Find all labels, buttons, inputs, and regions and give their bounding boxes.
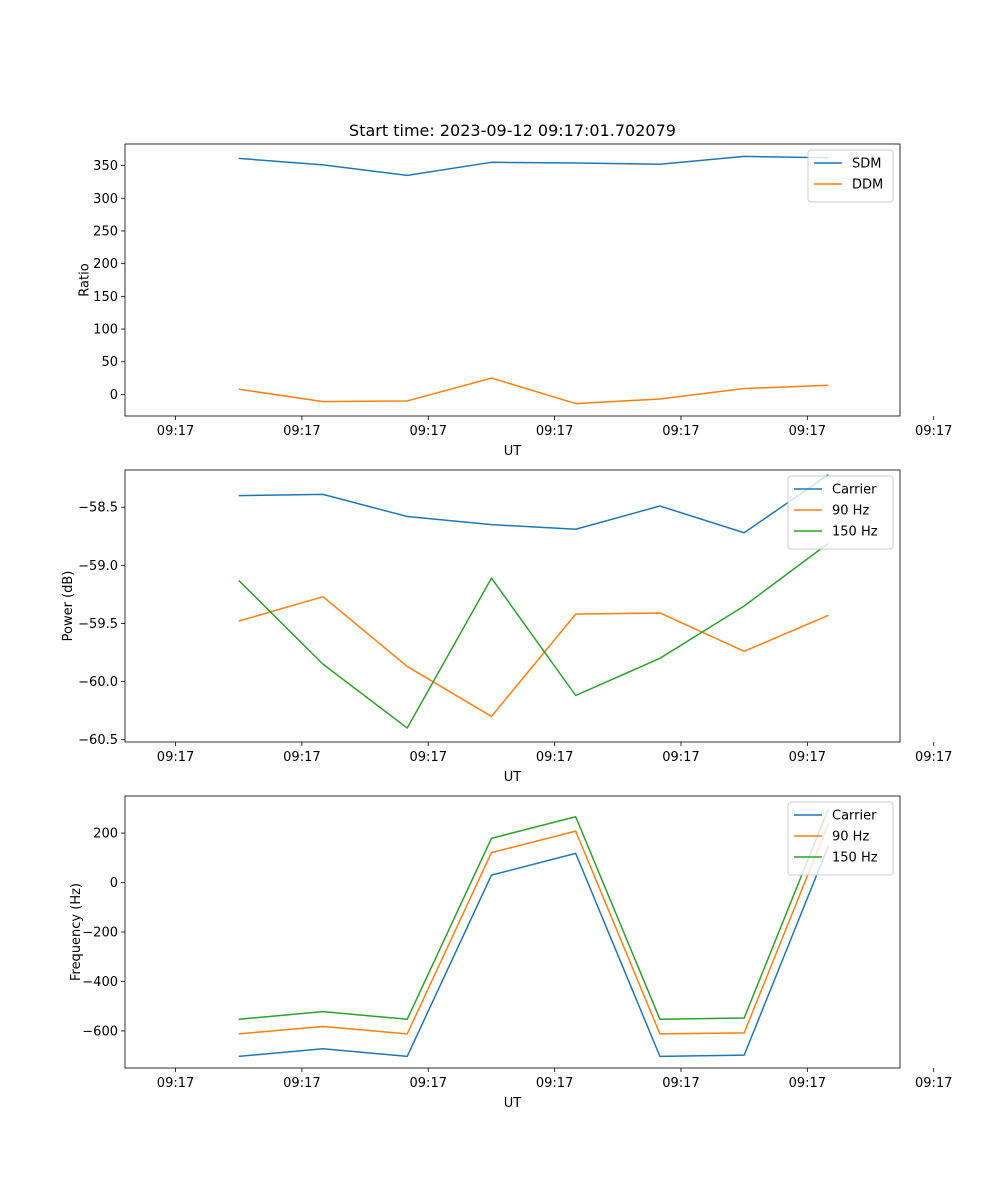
legend-label: Carrier: [832, 809, 877, 824]
y-tick-label: 0: [110, 876, 118, 891]
y-tick-label: 150: [93, 290, 118, 305]
y-tick-label: −58.5: [78, 501, 118, 516]
y-tick-label: −400: [82, 975, 118, 990]
x-tick-label: 09:17: [662, 424, 699, 439]
x-tick-label: 09:17: [157, 424, 194, 439]
y-axis-label: Power (dB): [61, 571, 76, 642]
charts-container: 09:17 09:17 09:17 09:17 09:17 09:17 09:17 0 50 10…: [61, 143, 952, 1111]
x-tick-label: 09:17: [157, 1076, 194, 1091]
x-tick-label: 09:17: [915, 1076, 952, 1091]
axes-frame: [124, 143, 901, 417]
y-axis-label: Frequency (Hz): [69, 883, 84, 981]
x-tick-label: 09:17: [157, 750, 194, 765]
series-line-150-hz: [238, 808, 830, 1021]
y-tick-label: −59.5: [78, 617, 118, 632]
y-axis-label: Ratio: [77, 263, 92, 296]
x-tick-label: 09:17: [410, 424, 447, 439]
y-tick-label: −600: [82, 1024, 118, 1039]
x-tick-label: 09:17: [410, 750, 447, 765]
x-tick-label: 09:17: [662, 1076, 699, 1091]
x-tick-label: 09:17: [283, 424, 320, 439]
legend-label: 150 Hz: [832, 525, 878, 540]
x-tick-label: 09:17: [915, 750, 952, 765]
y-tick-label: 100: [93, 323, 118, 338]
x-axis-label: UT: [504, 1096, 522, 1111]
y-tick-label: 250: [93, 224, 118, 239]
x-axis-label: UT: [504, 444, 522, 459]
legend: Carrier 90 Hz 150 Hz: [787, 801, 894, 876]
series-group: [238, 808, 830, 1058]
series-line-carrier: [238, 845, 830, 1058]
x-tick-label: 09:17: [283, 1076, 320, 1091]
legend-label: 90 Hz: [832, 830, 869, 845]
x-tick-label: 09:17: [536, 750, 573, 765]
legend-label: 90 Hz: [832, 504, 869, 519]
x-tick-label: 09:17: [662, 750, 699, 765]
x-tick-label: 09:17: [789, 1076, 826, 1091]
series-line-sdm: [238, 155, 829, 177]
y-tick-label: −59.0: [78, 559, 118, 574]
x-tick-label: 09:17: [915, 424, 952, 439]
legend-label: 150 Hz: [832, 851, 878, 866]
y-tick-label: −60.0: [78, 675, 118, 690]
legend-label: DDM: [852, 178, 883, 193]
y-tick-label: −60.5: [78, 733, 118, 748]
x-tick-label: 09:17: [410, 1076, 447, 1091]
x-tick-label: 09:17: [283, 750, 320, 765]
series-line-ddm: [238, 377, 829, 405]
y-tick-label: 50: [101, 355, 118, 370]
x-tick-label: 09:17: [536, 1076, 573, 1091]
y-tick-label: 200: [93, 827, 118, 842]
series-line-carrier: [238, 474, 829, 534]
legend-label: SDM: [852, 157, 881, 172]
series-line-150-hz: [238, 542, 829, 729]
y-tick-label: 200: [93, 257, 118, 272]
x-tick-label: 09:17: [789, 424, 826, 439]
chart-2: 09:17 09:17 09:17 09:17 09:17 09:17 09:17 −60.5…: [61, 469, 952, 785]
x-tick-label: 09:17: [789, 750, 826, 765]
x-tick-label: 09:17: [536, 424, 573, 439]
axes-frame: [124, 469, 901, 743]
legend-label: Carrier: [832, 483, 877, 498]
x-axis-label: UT: [504, 770, 522, 785]
y-tick-label: 350: [93, 159, 118, 174]
y-tick-label: −200: [82, 926, 118, 941]
legend: SDM DDM: [807, 149, 894, 203]
y-tick-label: 300: [93, 192, 118, 207]
y-tick-label: 0: [110, 388, 118, 403]
chart-1: 09:17 09:17 09:17 09:17 09:17 09:17 09:17 0 50 10…: [77, 143, 952, 459]
series-group: [238, 474, 829, 729]
series-line-90-hz: [238, 823, 830, 1035]
legend: Carrier 90 Hz 150 Hz: [787, 475, 894, 550]
chart-3: 09:17 09:17 09:17 09:17 09:17 09:17 09:17 −600 −…: [69, 795, 952, 1111]
series-group: [238, 155, 829, 405]
series-line-90-hz: [238, 595, 829, 718]
figure-title: Start time: 2023-09-12 09:17:01.702079: [349, 121, 676, 140]
